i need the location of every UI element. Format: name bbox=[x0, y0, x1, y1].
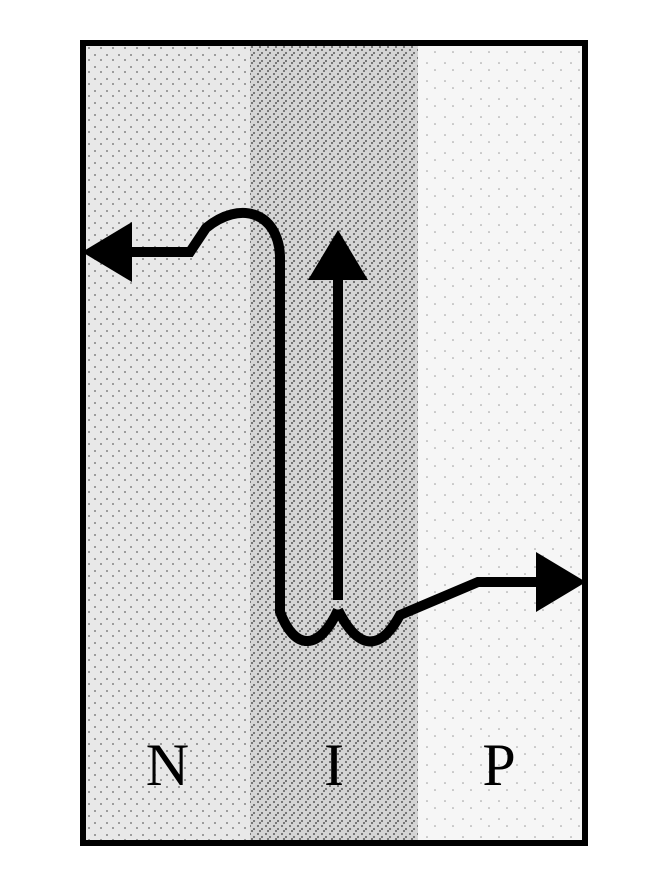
n-region: N bbox=[86, 46, 249, 840]
p-region-label: P bbox=[482, 731, 515, 800]
pin-junction-diagram: N I P bbox=[80, 40, 588, 846]
i-region: I bbox=[250, 46, 418, 840]
i-region-label: I bbox=[324, 731, 344, 800]
n-region-label: N bbox=[146, 731, 189, 800]
p-region: P bbox=[418, 46, 581, 840]
